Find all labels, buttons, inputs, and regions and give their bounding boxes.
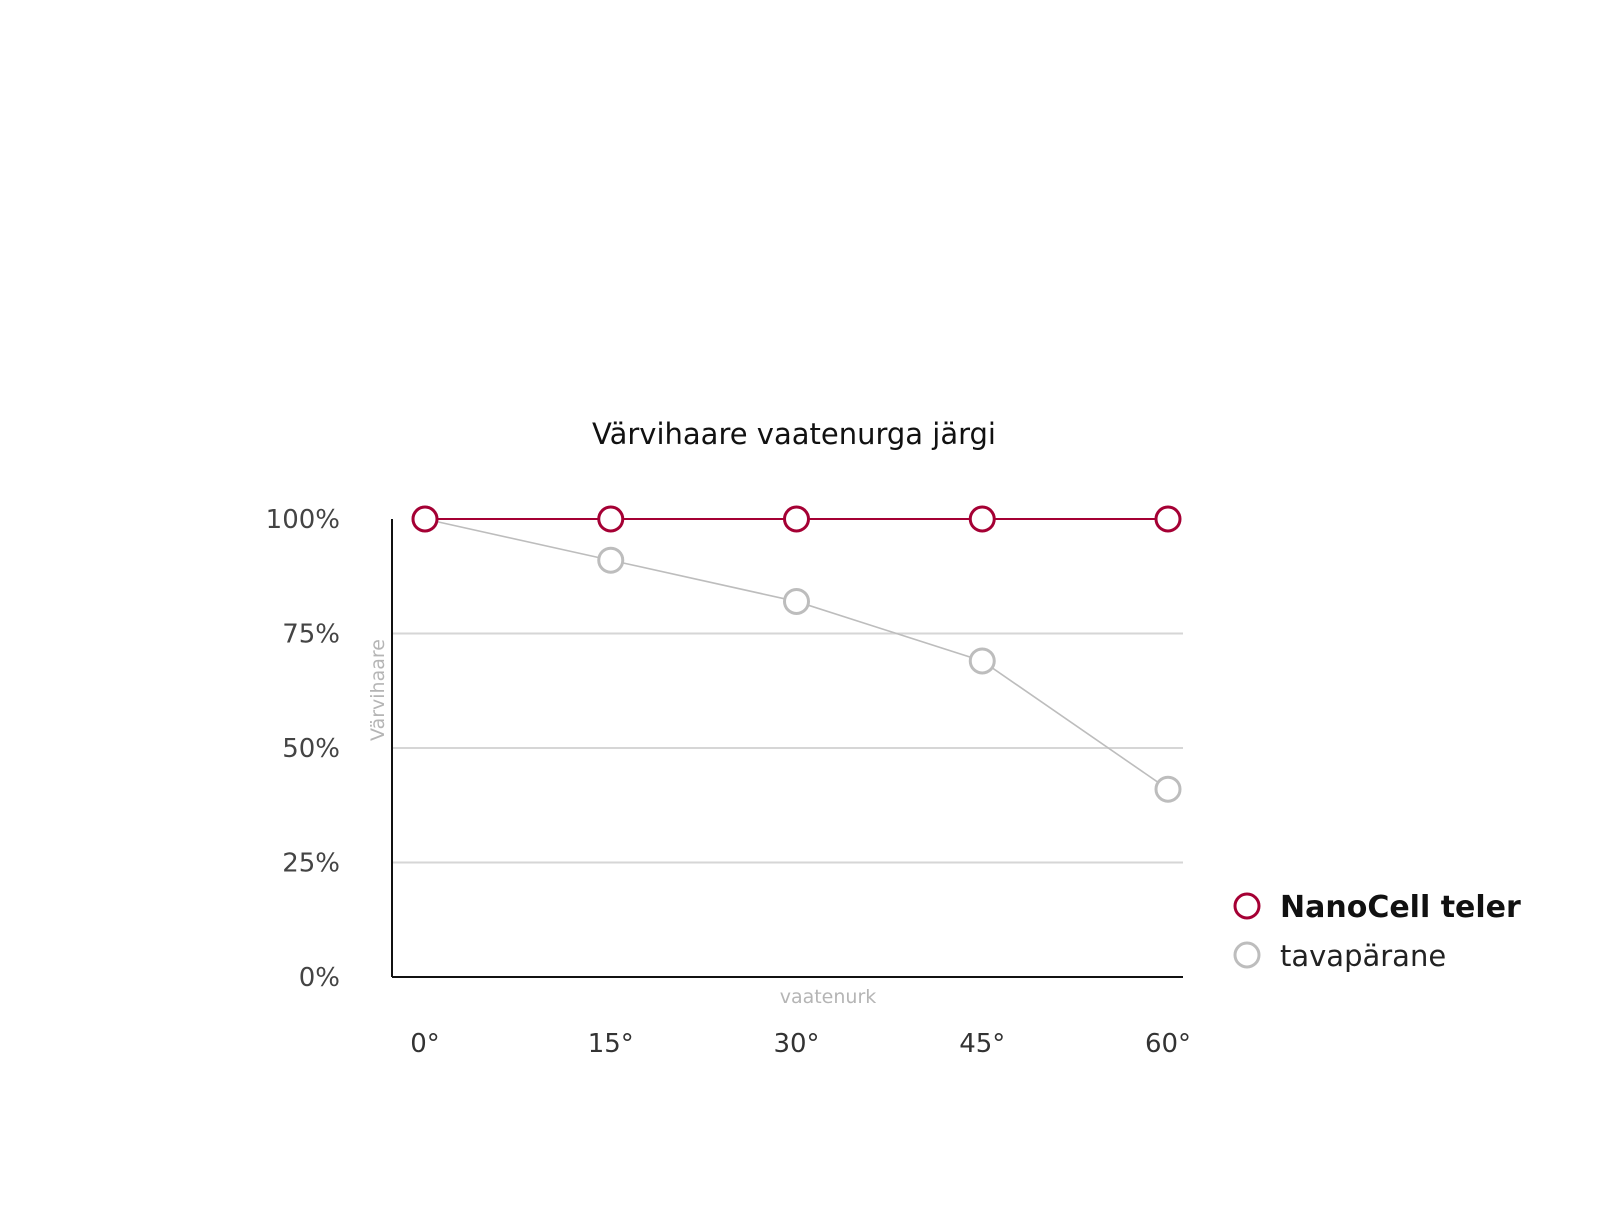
x-tick-label: 30° (773, 1029, 819, 1059)
data-point (1154, 505, 1182, 533)
data-point (1154, 775, 1182, 803)
legend: NanoCell teler tavapärane (1233, 890, 1521, 973)
grid (392, 632, 1183, 864)
legend-label: NanoCell teler (1280, 890, 1521, 925)
data-point (783, 587, 810, 615)
chart-title: Värvihaare vaatenurga järgi (592, 417, 996, 451)
data-point (411, 505, 439, 533)
data-point (597, 546, 625, 574)
y-tick-label: 25% (282, 849, 340, 879)
data-point (597, 505, 625, 533)
x-tick-label: 60° (1145, 1029, 1191, 1059)
legend-marker (1233, 941, 1261, 969)
data-point (968, 647, 996, 675)
axes (391, 519, 1183, 978)
y-tick-label: 0% (299, 963, 340, 993)
tick-labels: 0% 25% 50% 75% 100% 0° 15° 30° 45° 60° (266, 505, 1191, 1059)
x-axis-label: vaatenurk (780, 986, 877, 1008)
data-point (783, 505, 810, 533)
y-axis-label: Värvihaare (367, 639, 389, 741)
x-tick-label: 45° (959, 1029, 1005, 1059)
x-tick-label: 15° (588, 1029, 634, 1059)
data-point (968, 505, 996, 533)
legend-marker (1233, 892, 1261, 920)
x-tick-label: 0° (410, 1029, 440, 1059)
legend-label: tavapärane (1280, 939, 1446, 973)
y-tick-label: 50% (282, 734, 340, 764)
y-tick-label: 75% (282, 620, 340, 650)
series-layer (411, 505, 1182, 803)
y-tick-label: 100% (266, 505, 340, 535)
